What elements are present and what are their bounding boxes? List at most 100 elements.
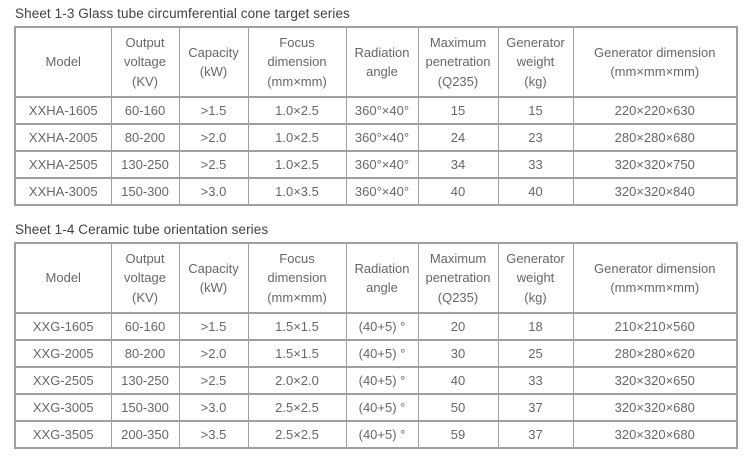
cell-model: XXG-2005 — [14, 339, 112, 368]
cell-generator-dimension: 210×210×560 — [572, 312, 738, 341]
cell-maximum-penetration: 50 — [417, 393, 499, 422]
cell-output-voltage: 80-200 — [110, 339, 180, 368]
column-header-output-voltage: Output voltage (KV) — [110, 242, 180, 314]
cell-model: XXG-3505 — [14, 420, 112, 449]
cell-radiation-angle: 360°×40° — [345, 123, 419, 152]
cell-generator-weight: 40 — [497, 177, 574, 206]
cell-generator-weight: 33 — [497, 150, 574, 179]
cell-model: XXG-2505 — [14, 366, 112, 395]
cell-maximum-penetration: 20 — [417, 312, 499, 341]
column-header-radiation-angle: Radiation angle — [345, 26, 419, 98]
cell-focus-dimension: 1.0×2.5 — [247, 123, 347, 152]
cell-generator-weight: 23 — [497, 123, 574, 152]
spec-table-glass-tube: Model Output voltage (KV) Capacity (kW) … — [14, 26, 738, 206]
column-header-focus-dimension: Focus dimension (mm×mm) — [247, 26, 347, 98]
cell-capacity: >3.5 — [178, 420, 249, 449]
cell-generator-dimension: 280×280×680 — [572, 123, 738, 152]
cell-maximum-penetration: 40 — [417, 177, 499, 206]
cell-capacity: >2.5 — [178, 366, 249, 395]
cell-radiation-angle: (40+5) ° — [345, 339, 419, 368]
table-row-xxg-2005: XXG-2005 80-200 >2.0 1.5×1.5 (40+5) ° 30… — [14, 339, 738, 368]
cell-output-voltage: 130-250 — [110, 150, 180, 179]
cell-model: XXHA-3005 — [14, 177, 112, 206]
cell-output-voltage: 80-200 — [110, 123, 180, 152]
cell-generator-dimension: 280×280×620 — [572, 339, 738, 368]
column-header-capacity: Capacity (kW) — [178, 242, 249, 314]
cell-capacity: >3.0 — [178, 177, 249, 206]
table-row-xxha-3005: XXHA-3005 150-300 >3.0 1.0×3.5 360°×40° … — [14, 177, 738, 206]
cell-focus-dimension: 1.0×2.5 — [247, 96, 347, 125]
cell-model: XXHA-2005 — [14, 123, 112, 152]
cell-generator-dimension: 320×320×680 — [572, 420, 738, 449]
cell-radiation-angle: 360°×40° — [345, 96, 419, 125]
cell-focus-dimension: 2.5×2.5 — [247, 393, 347, 422]
cell-capacity: >3.0 — [178, 393, 249, 422]
cell-generator-dimension: 320×320×840 — [572, 177, 738, 206]
table-header-row: Model Output voltage (KV) Capacity (kW) … — [14, 26, 738, 98]
cell-model: XXHA-2505 — [14, 150, 112, 179]
cell-generator-dimension: 220×220×630 — [572, 96, 738, 125]
table-title-sheet-1-4: Sheet 1-4 Ceramic tube orientation serie… — [15, 222, 269, 237]
cell-generator-weight: 33 — [497, 366, 574, 395]
cell-focus-dimension: 1.0×2.5 — [247, 150, 347, 179]
cell-focus-dimension: 1.5×1.5 — [247, 312, 347, 341]
cell-output-voltage: 130-250 — [110, 366, 180, 395]
cell-capacity: >1.5 — [178, 312, 249, 341]
column-header-maximum-penetration: Maximum penetration (Q235) — [417, 26, 499, 98]
cell-radiation-angle: (40+5) ° — [345, 366, 419, 395]
cell-model: XXG-3005 — [14, 393, 112, 422]
cell-output-voltage: 60-160 — [110, 96, 180, 125]
table-row-xxg-3005: XXG-3005 150-300 >3.0 2.5×2.5 (40+5) ° 5… — [14, 393, 738, 422]
cell-maximum-penetration: 40 — [417, 366, 499, 395]
cell-output-voltage: 150-300 — [110, 177, 180, 206]
column-header-generator-dimension: Generator dimension (mm×mm×mm) — [572, 242, 738, 314]
table-title-sheet-1-3: Sheet 1-3 Glass tube circumferential con… — [15, 6, 350, 21]
cell-generator-weight: 37 — [497, 420, 574, 449]
cell-generator-weight: 37 — [497, 393, 574, 422]
cell-radiation-angle: (40+5) ° — [345, 312, 419, 341]
column-header-capacity: Capacity (kW) — [178, 26, 249, 98]
cell-focus-dimension: 2.0×2.0 — [247, 366, 347, 395]
cell-generator-dimension: 320×320×650 — [572, 366, 738, 395]
cell-focus-dimension: 1.0×3.5 — [247, 177, 347, 206]
cell-radiation-angle: 360°×40° — [345, 177, 419, 206]
cell-model: XXHA-1605 — [14, 96, 112, 125]
cell-radiation-angle: 360°×40° — [345, 150, 419, 179]
cell-radiation-angle: (40+5) ° — [345, 420, 419, 449]
cell-output-voltage: 60-160 — [110, 312, 180, 341]
column-header-generator-weight: Generator weight (kg) — [497, 26, 574, 98]
cell-output-voltage: 150-300 — [110, 393, 180, 422]
cell-maximum-penetration: 59 — [417, 420, 499, 449]
spec-table-ceramic-tube: Model Output voltage (KV) Capacity (kW) … — [14, 242, 738, 449]
column-header-radiation-angle: Radiation angle — [345, 242, 419, 314]
cell-capacity: >2.5 — [178, 150, 249, 179]
cell-generator-dimension: 320×320×680 — [572, 393, 738, 422]
cell-model: XXG-1605 — [14, 312, 112, 341]
cell-output-voltage: 200-350 — [110, 420, 180, 449]
cell-focus-dimension: 1.5×1.5 — [247, 339, 347, 368]
table-row-xxha-2505: XXHA-2505 130-250 >2.5 1.0×2.5 360°×40° … — [14, 150, 738, 179]
column-header-model: Model — [14, 26, 112, 98]
table-row-xxg-3505: XXG-3505 200-350 >3.5 2.5×2.5 (40+5) ° 5… — [14, 420, 738, 449]
cell-radiation-angle: (40+5) ° — [345, 393, 419, 422]
cell-maximum-penetration: 34 — [417, 150, 499, 179]
cell-generator-weight: 25 — [497, 339, 574, 368]
table-row-xxha-1605: XXHA-1605 60-160 >1.5 1.0×2.5 360°×40° 1… — [14, 96, 738, 125]
cell-maximum-penetration: 15 — [417, 96, 499, 125]
cell-generator-dimension: 320×320×750 — [572, 150, 738, 179]
column-header-output-voltage: Output voltage (KV) — [110, 26, 180, 98]
cell-capacity: >2.0 — [178, 339, 249, 368]
cell-focus-dimension: 2.5×2.5 — [247, 420, 347, 449]
column-header-maximum-penetration: Maximum penetration (Q235) — [417, 242, 499, 314]
cell-maximum-penetration: 24 — [417, 123, 499, 152]
cell-capacity: >2.0 — [178, 123, 249, 152]
column-header-model: Model — [14, 242, 112, 314]
table-row-xxg-1605: XXG-1605 60-160 >1.5 1.5×1.5 (40+5) ° 20… — [14, 312, 738, 341]
column-header-generator-dimension: Generator dimension (mm×mm×mm) — [572, 26, 738, 98]
column-header-generator-weight: Generator weight (kg) — [497, 242, 574, 314]
cell-generator-weight: 15 — [497, 96, 574, 125]
spec-sheet-page: Sheet 1-3 Glass tube circumferential con… — [14, 6, 738, 449]
table-row-xxha-2005: XXHA-2005 80-200 >2.0 1.0×2.5 360°×40° 2… — [14, 123, 738, 152]
table-row-xxg-2505: XXG-2505 130-250 >2.5 2.0×2.0 (40+5) ° 4… — [14, 366, 738, 395]
column-header-focus-dimension: Focus dimension (mm×mm) — [247, 242, 347, 314]
